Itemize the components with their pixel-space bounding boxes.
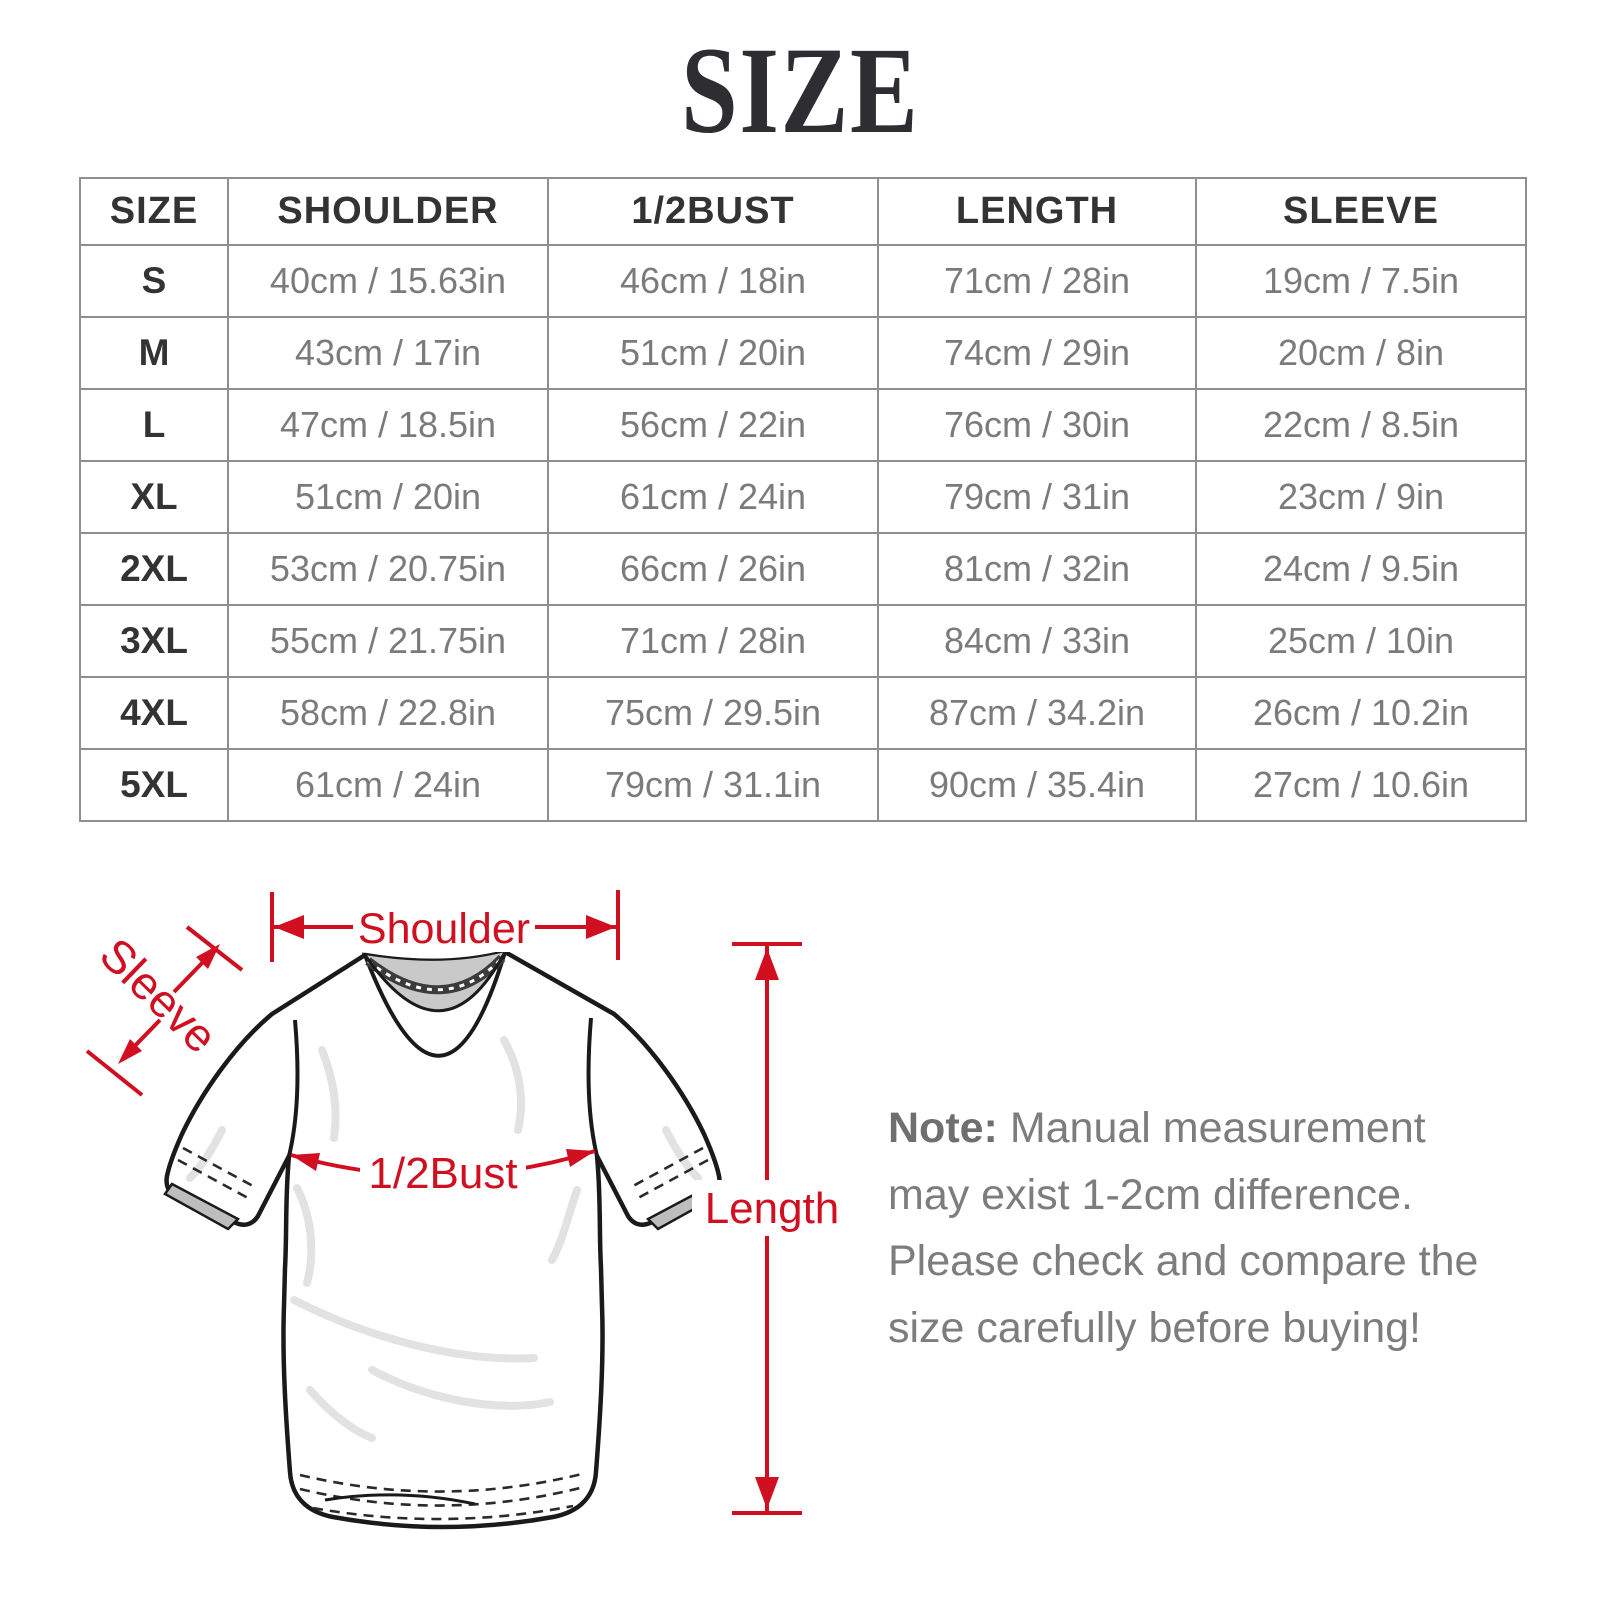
- sleeve-value: 19cm / 7.5in: [1195, 244, 1527, 318]
- length-value: 84cm / 33in: [877, 604, 1197, 678]
- col-header-sleeve: SLEEVE: [1195, 177, 1527, 246]
- collar: [361, 949, 508, 1058]
- bust-value: 56cm / 22in: [547, 388, 879, 462]
- bust-value: 61cm / 24in: [547, 460, 879, 534]
- length-value: 79cm / 31in: [877, 460, 1197, 534]
- length-value: 87cm / 34.2in: [877, 676, 1197, 750]
- bust-label: 1/2Bust: [368, 1149, 517, 1198]
- fabric-wrinkles: [186, 1036, 702, 1442]
- shoulder-value: 47cm / 18.5in: [227, 388, 549, 462]
- measurement-note: Note: Manual measurement may exist 1-2cm…: [888, 1095, 1488, 1362]
- size-label: 4XL: [79, 676, 229, 750]
- table-row: L 47cm / 18.5in 56cm / 22in 76cm / 30in …: [79, 388, 1527, 462]
- shoulder-dimension-arrow: Shoulder: [270, 890, 620, 962]
- col-header-size: SIZE: [79, 177, 229, 246]
- note-text: Manual measurement may exist 1-2cm diffe…: [888, 1104, 1479, 1352]
- bust-value: 51cm / 20in: [547, 316, 879, 390]
- table-row: M 43cm / 17in 51cm / 20in 74cm / 29in 20…: [79, 316, 1527, 390]
- size-label: 3XL: [79, 604, 229, 678]
- tshirt-outline: [163, 949, 723, 1530]
- shoulder-value: 43cm / 17in: [227, 316, 549, 390]
- title-bar: SIZE: [0, 22, 1600, 159]
- size-label: 5XL: [79, 748, 229, 822]
- length-value: 76cm / 30in: [877, 388, 1197, 462]
- size-label: S: [79, 244, 229, 318]
- shoulder-value: 58cm / 22.8in: [227, 676, 549, 750]
- length-value: 81cm / 32in: [877, 532, 1197, 606]
- note-label: Note:: [888, 1104, 998, 1152]
- length-dimension-arrow: Length: [692, 942, 852, 1515]
- page-title: SIZE: [680, 22, 920, 159]
- sleeve-label: Sleeve: [90, 928, 227, 1063]
- size-label: 2XL: [79, 532, 229, 606]
- shoulder-value: 61cm / 24in: [227, 748, 549, 822]
- bust-value: 71cm / 28in: [547, 604, 879, 678]
- size-label: M: [79, 316, 229, 390]
- table-row: S 40cm / 15.63in 46cm / 18in 71cm / 28in…: [79, 244, 1527, 318]
- sleeve-value: 25cm / 10in: [1195, 604, 1527, 678]
- shoulder-value: 55cm / 21.75in: [227, 604, 549, 678]
- col-header-shoulder: SHOULDER: [227, 177, 549, 246]
- sleeve-value: 22cm / 8.5in: [1195, 388, 1527, 462]
- sleeve-value: 20cm / 8in: [1195, 316, 1527, 390]
- col-header-length: LENGTH: [877, 177, 1197, 246]
- bust-value: 79cm / 31.1in: [547, 748, 879, 822]
- length-value: 90cm / 35.4in: [877, 748, 1197, 822]
- shoulder-label: Shoulder: [358, 905, 530, 953]
- shoulder-value: 40cm / 15.63in: [227, 244, 549, 318]
- bust-value: 75cm / 29.5in: [547, 676, 879, 750]
- length-value: 74cm / 29in: [877, 316, 1197, 390]
- table-row: 4XL 58cm / 22.8in 75cm / 29.5in 87cm / 3…: [79, 676, 1527, 750]
- table-row: 5XL 61cm / 24in 79cm / 31.1in 90cm / 35.…: [79, 748, 1527, 822]
- bust-dimension-arrow: 1/2Bust: [290, 1144, 596, 1198]
- bust-value: 46cm / 18in: [547, 244, 879, 318]
- hem-stitching: [299, 1471, 587, 1521]
- sleeve-value: 24cm / 9.5in: [1195, 532, 1527, 606]
- table-header-row: SIZE SHOULDER 1/2BUST LENGTH SLEEVE: [79, 177, 1527, 246]
- size-label: XL: [79, 460, 229, 534]
- bust-value: 66cm / 26in: [547, 532, 879, 606]
- size-table: SIZE SHOULDER 1/2BUST LENGTH SLEEVE S 40…: [79, 177, 1527, 822]
- shoulder-value: 51cm / 20in: [227, 460, 549, 534]
- tshirt-measurement-diagram: Shoulder Sleeve 1/2Bust Length: [85, 890, 852, 1530]
- shoulder-value: 53cm / 20.75in: [227, 532, 549, 606]
- col-header-bust: 1/2BUST: [547, 177, 879, 246]
- length-label: Length: [705, 1184, 840, 1233]
- length-value: 71cm / 28in: [877, 244, 1197, 318]
- sleeve-value: 27cm / 10.6in: [1195, 748, 1527, 822]
- size-label: L: [79, 388, 229, 462]
- table-row: 3XL 55cm / 21.75in 71cm / 28in 84cm / 33…: [79, 604, 1527, 678]
- table-row: 2XL 53cm / 20.75in 66cm / 26in 81cm / 32…: [79, 532, 1527, 606]
- sleeve-value: 23cm / 9in: [1195, 460, 1527, 534]
- sleeve-value: 26cm / 10.2in: [1195, 676, 1527, 750]
- table-row: XL 51cm / 20in 61cm / 24in 79cm / 31in 2…: [79, 460, 1527, 534]
